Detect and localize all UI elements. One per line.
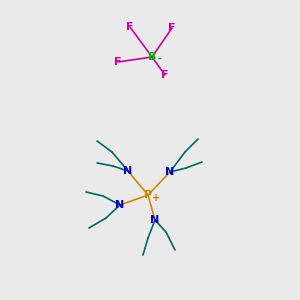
Text: F: F xyxy=(126,22,134,32)
Text: F: F xyxy=(168,23,176,33)
Text: N: N xyxy=(165,167,175,177)
Text: +: + xyxy=(152,193,160,203)
Text: N: N xyxy=(123,166,133,176)
Text: N: N xyxy=(150,215,160,225)
Text: F: F xyxy=(161,70,169,80)
Text: -: - xyxy=(157,54,161,64)
Text: N: N xyxy=(116,200,124,210)
Text: F: F xyxy=(114,57,122,67)
Text: P: P xyxy=(144,190,152,200)
Text: B: B xyxy=(148,52,156,62)
